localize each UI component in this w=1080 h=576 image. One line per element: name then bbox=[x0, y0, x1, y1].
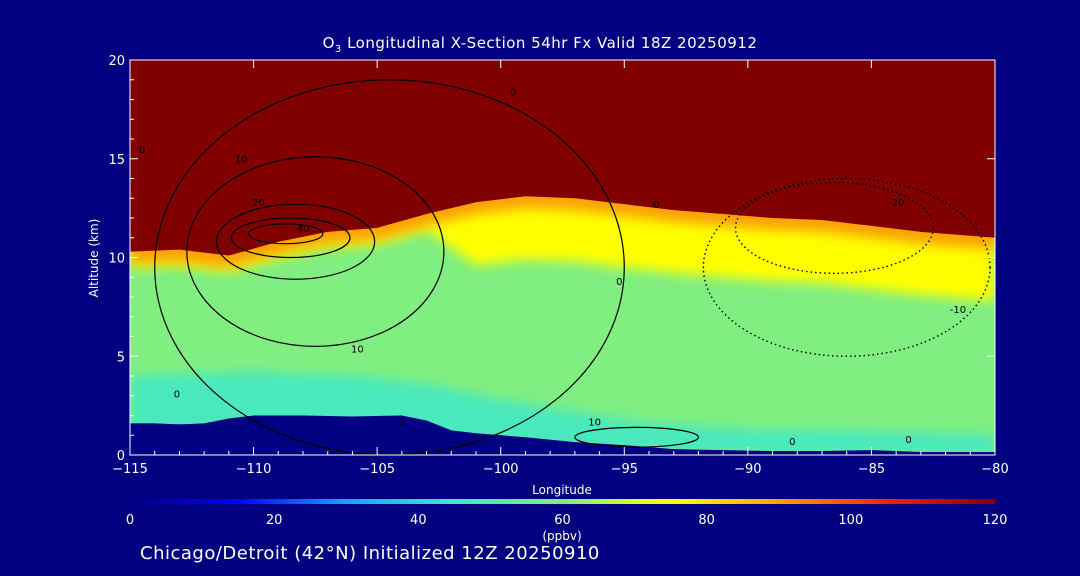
colorbar-tick-label-1: 20 bbox=[266, 513, 283, 528]
contour-label-9: 10 bbox=[588, 417, 601, 428]
colorbar-ticks: 0 20 40 60 80 100 120 bbox=[126, 513, 1008, 528]
x-tick-label-7: −80 bbox=[981, 462, 1008, 477]
colorbar-unit-label: (ppbv) bbox=[542, 529, 581, 543]
contour-line-40-0 bbox=[248, 223, 324, 245]
colorbar: 0 20 40 60 80 100 120 (ppbv) bbox=[126, 499, 1008, 543]
x-tick-label-2: −105 bbox=[359, 462, 395, 477]
x-tick-label-0: −115 bbox=[112, 462, 148, 477]
y-tick-label-4: 20 bbox=[108, 54, 125, 69]
contour-label-13: -20 bbox=[888, 198, 904, 209]
y-axis-label: Altitude (km) bbox=[87, 219, 101, 298]
plot-area: 0 0 10 20 40 10 0 0 0 10 0 0 0 -20 -10 bbox=[130, 60, 995, 455]
y-tick-label-0: 0 bbox=[117, 449, 125, 464]
contour-line-20-2 bbox=[215, 203, 376, 280]
colorbar-tick-label-0: 0 bbox=[126, 513, 134, 528]
contour-label-0: 0 bbox=[139, 145, 145, 156]
y-axis: 0 5 10 15 20 bbox=[108, 54, 995, 464]
contour-label-5: 10 bbox=[351, 344, 364, 355]
contour-line-0-4 bbox=[154, 79, 625, 455]
contour-label-1: 0 bbox=[510, 88, 516, 99]
contour-line-10-7 bbox=[574, 426, 700, 448]
contour-line-neg20-6 bbox=[734, 181, 934, 274]
x-tick-label-5: −90 bbox=[734, 462, 761, 477]
contour-label-7: 0 bbox=[174, 390, 180, 401]
colorbar-ramp bbox=[130, 499, 995, 504]
y-tick-label-2: 10 bbox=[108, 252, 125, 267]
contour-label-14: -10 bbox=[950, 305, 966, 316]
contour-label-12: 0 bbox=[653, 200, 659, 211]
x-tick-label-3: −100 bbox=[483, 462, 519, 477]
y-tick-label-3: 15 bbox=[108, 153, 125, 168]
x-tick-label-1: −110 bbox=[236, 462, 272, 477]
run-info-footer: Chicago/Detroit (42°N) Initialized 12Z 2… bbox=[140, 543, 600, 564]
contour-label-3: 20 bbox=[252, 198, 265, 209]
colorbar-tick-label-3: 60 bbox=[554, 513, 571, 528]
x-tick-label-6: −85 bbox=[858, 462, 885, 477]
contour-label-10: 0 bbox=[789, 437, 795, 448]
colorbar-tick-label-2: 40 bbox=[410, 513, 427, 528]
x-axis-label: Longitude bbox=[532, 483, 592, 497]
ozone-field bbox=[130, 60, 995, 455]
contour-label-6: 0 bbox=[616, 277, 622, 288]
x-tick-label-4: −95 bbox=[611, 462, 638, 477]
colorbar-tick-label-4: 80 bbox=[698, 513, 715, 528]
contour-label-2: 10 bbox=[235, 155, 248, 166]
contour-layer bbox=[154, 79, 991, 455]
contour-label-layer: 0 0 10 20 40 10 0 0 0 10 0 0 0 -20 -10 bbox=[139, 88, 966, 449]
title-species-subscript: 3 bbox=[334, 44, 342, 55]
contour-line-10-3 bbox=[186, 156, 445, 347]
x-axis: −115 −110 −105 −100 −95 −90 −85 −80 bbox=[112, 60, 1009, 477]
contour-label-8: 0 bbox=[399, 417, 405, 428]
chart-title: O3 Longitudinal X-Section 54hr Fx Valid … bbox=[0, 34, 1080, 55]
title-text: Longitudinal X-Section 54hr Fx Valid 18Z… bbox=[341, 34, 758, 52]
terrain-mask bbox=[130, 415, 995, 455]
colorbar-tick-label-6: 120 bbox=[983, 513, 1008, 528]
colorbar-tick-label-5: 100 bbox=[838, 513, 863, 528]
contour-line-neg10-5 bbox=[702, 177, 991, 357]
stratosphere-layer bbox=[130, 60, 995, 256]
contour-label-11: 0 bbox=[905, 435, 911, 446]
contour-line-30-1 bbox=[230, 217, 351, 259]
contour-label-4: 40 bbox=[297, 224, 310, 235]
y-tick-label-1: 5 bbox=[117, 350, 125, 365]
title-species: O bbox=[322, 34, 335, 52]
